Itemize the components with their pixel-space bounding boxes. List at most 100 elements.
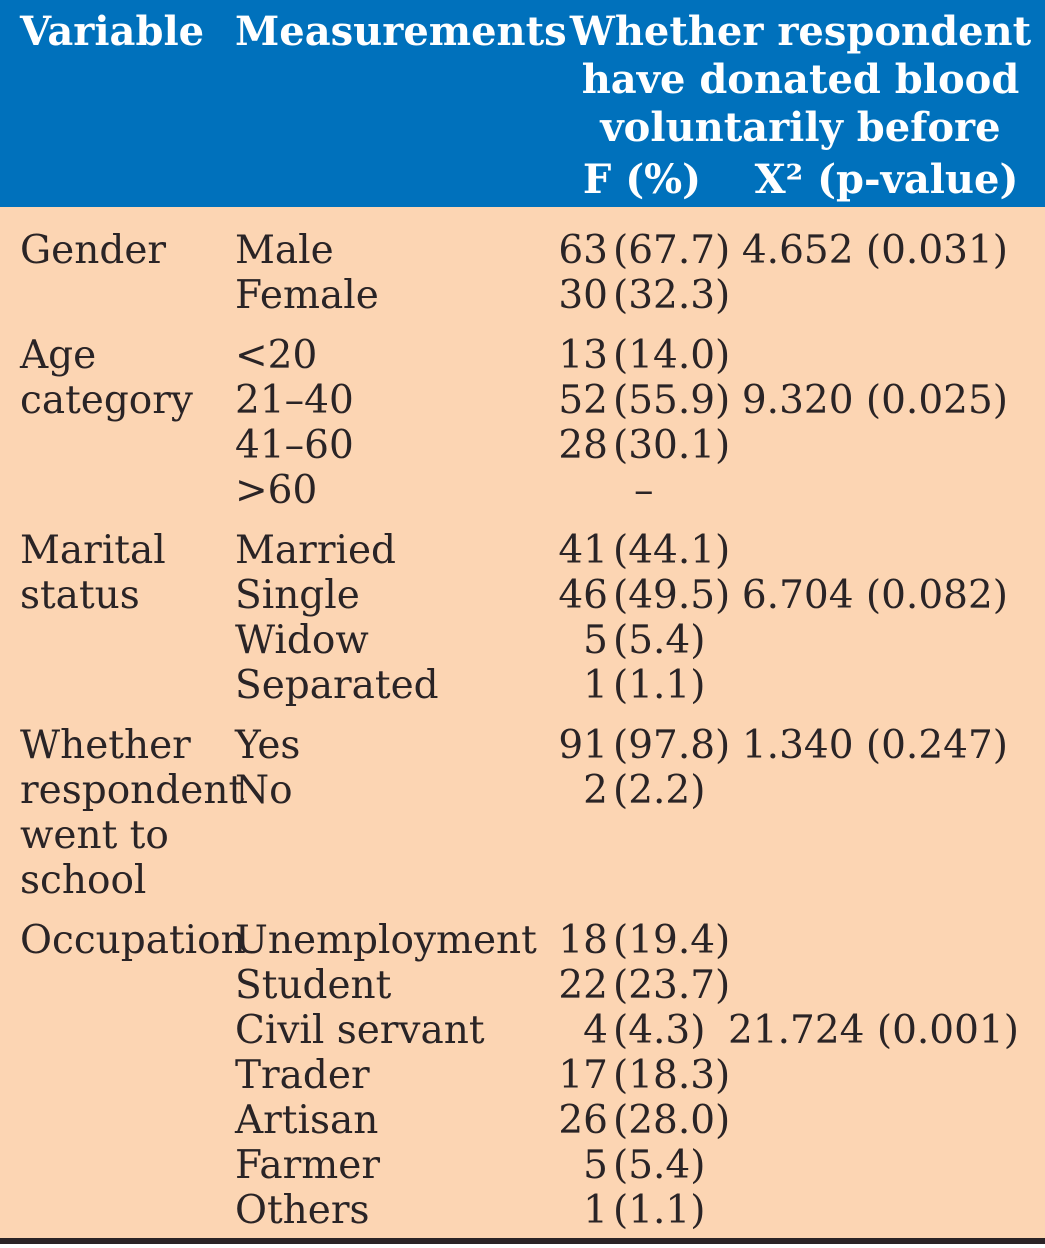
frequency-value: 28 (30.1) [556, 423, 731, 468]
frequency-cell: 41 (44.1) 46 (49.5) 5 (5.4) 1 (1.1) [556, 528, 731, 708]
frequency-percent: (2.2) [613, 768, 706, 813]
frequency-value: 5 (5.4) [556, 618, 728, 663]
frequency-percent: (55.9) [613, 378, 731, 423]
frequency-value: 17 (18.3) [556, 1053, 730, 1098]
variable-label: school [20, 858, 147, 903]
measurement-label: Trader [235, 1053, 370, 1098]
header-variable: Variable [20, 8, 205, 55]
table-body: Gender Male Female 63 (67.7) 30 (32.3) 4.652 (0… [0, 207, 1045, 1244]
frequency-count: 41 [558, 528, 608, 573]
measurements-cell: Unemployment Student Civil servant Trader Ar… [235, 918, 556, 1233]
measurement-label: Widow [235, 618, 369, 663]
measurements-cell: Yes No [235, 723, 556, 813]
frequency-value: 52 (55.9) [556, 378, 731, 423]
measurement-label: Separated [235, 663, 439, 708]
measurements-cell: <20 21–40 41–60 >60 [235, 333, 556, 513]
frequency-percent: (19.4) [613, 918, 731, 963]
measurement-label: Unemployment [235, 918, 537, 963]
frequency-count: 63 [558, 228, 608, 273]
variable-cell: Occupation [0, 918, 246, 963]
frequency-count: 91 [558, 723, 608, 768]
chi-square-value: 21.724 (0.001) [728, 1008, 1019, 1053]
measurement-label: No [235, 768, 293, 813]
frequency-percent: (1.1) [613, 1188, 706, 1233]
measurement-label: Others [235, 1188, 370, 1233]
frequency-count: 2 [583, 768, 608, 813]
measurement-label: Married [235, 528, 396, 573]
frequency-value: – [556, 468, 728, 513]
table-row-group: Gender Male Female 63 (67.7) 30 (32.3) 4.652 (0… [0, 228, 1045, 318]
frequency-value: 22 (23.7) [556, 963, 731, 1008]
frequency-percent: (1.1) [613, 663, 706, 708]
chi-square-value: 1.340 (0.247) [741, 723, 1008, 768]
chi-square-value [728, 1098, 1045, 1143]
frequency-cell: 91 (97.8) 2 (2.2) [556, 723, 731, 813]
chi-square-cell: 1.340 (0.247) [728, 723, 1045, 813]
frequency-count: 5 [583, 1143, 608, 1188]
chi-square-value [728, 963, 1045, 1008]
header-span-title-line: Whether respondent [569, 8, 1032, 55]
frequency-value: 2 (2.2) [556, 768, 728, 813]
frequency-cell: 63 (67.7) 30 (32.3) [556, 228, 731, 318]
variable-cell: Marital status [0, 528, 235, 618]
chi-square-cell: 9.320 (0.025) [728, 333, 1045, 513]
measurement-label: Male [235, 228, 334, 273]
frequency-count: 4 [583, 1008, 608, 1053]
variable-label: Marital [20, 528, 166, 573]
measurement-label: Artisan [235, 1098, 379, 1143]
table-row-group: Age category <20 21–40 41–60 >60 13 (14.0) 52 (55… [0, 333, 1045, 513]
measurement-label: >60 [235, 468, 318, 513]
variable-cell: Gender [0, 228, 235, 273]
frequency-count: 13 [558, 333, 608, 378]
frequency-cell: 18 (19.4) 22 (23.7) 4 (4.3) 17 (18.3) 26 (28.0) 5(… [556, 918, 731, 1233]
chi-square-cell: 6.704 (0.082) [728, 528, 1045, 708]
chi-square-value [728, 618, 1045, 663]
frequency-percent: (67.7) [613, 228, 731, 273]
measurement-label: Female [235, 273, 379, 318]
frequency-value: 30 (32.3) [556, 273, 730, 318]
header-measurements: Measurements [235, 8, 567, 55]
chi-square-value: 6.704 (0.082) [741, 573, 1008, 618]
chi-square-value: 9.320 (0.025) [741, 378, 1008, 423]
measurements-cell: Male Female [235, 228, 556, 318]
frequency-percent: (23.7) [613, 963, 731, 1008]
variable-cell: Age category [0, 333, 235, 423]
measurement-label: Civil servant [235, 1008, 485, 1053]
chi-square-value [728, 423, 1045, 468]
chi-square-value: 4.652 (0.031) [741, 228, 1008, 273]
chi-square-value [728, 468, 1045, 513]
measurement-label: 41–60 [235, 423, 354, 468]
frequency-count: 1 [583, 1188, 608, 1233]
measurement-label: Student [235, 963, 392, 1008]
frequency-value: 26 (28.0) [556, 1098, 730, 1143]
frequency-value: 41 (44.1) [556, 528, 731, 573]
chi-square-value [728, 1143, 1045, 1188]
frequency-value: 91 (97.8) [556, 723, 731, 768]
table-row-group: Whether respondent went to school Yes No 91 (97… [0, 723, 1045, 903]
frequency-percent: – [634, 468, 654, 513]
frequency-percent: (97.8) [613, 723, 731, 768]
frequency-value: 1 (1.1) [556, 663, 728, 708]
frequency-value: 4 (4.3) [556, 1008, 728, 1053]
measurement-label: 21–40 [235, 378, 354, 423]
frequency-value: 18 (19.4) [556, 918, 731, 963]
frequency-percent: (30.1) [613, 423, 731, 468]
frequency-percent: (44.1) [613, 528, 731, 573]
frequency-count: 28 [558, 423, 608, 468]
frequency-value: 13 (14.0) [556, 333, 731, 378]
frequency-percent: (49.5) [613, 573, 731, 618]
table-header: Variable Measurements Whether respondent… [0, 0, 1045, 207]
measurement-label: Farmer [235, 1143, 381, 1188]
frequency-value: 46 (49.5) [556, 573, 731, 618]
measurement-label: Yes [235, 723, 301, 768]
variable-label: Gender [20, 228, 167, 273]
frequency-percent: (14.0) [613, 333, 731, 378]
header-span-title-line: voluntarily before [600, 104, 1001, 151]
chi-square-value [728, 768, 1045, 813]
header-chi-square-col: X² (p-value) [754, 156, 1019, 203]
frequency-percent: (4.3) [613, 1008, 706, 1053]
variable-label: status [20, 573, 140, 618]
table-row-group: Marital status Married Single Widow Separated… [0, 528, 1045, 708]
frequency-count: 26 [558, 1098, 608, 1143]
chi-square-value [728, 918, 1045, 963]
